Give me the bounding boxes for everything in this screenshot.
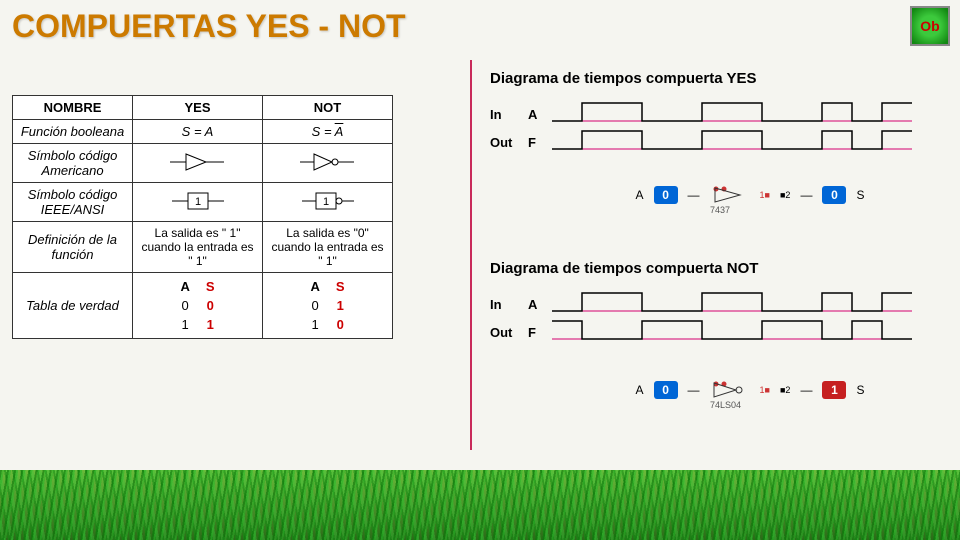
f-label-2: F bbox=[528, 325, 552, 340]
row-symieee-label: Símbolo código IEEE/ANSI bbox=[13, 183, 133, 222]
cell-symus-not bbox=[263, 144, 393, 183]
cell-symieee-yes: 1 bbox=[133, 183, 263, 222]
svg-text:1: 1 bbox=[194, 196, 200, 208]
sim-not-out: 1 bbox=[822, 381, 846, 399]
not-us-icon bbox=[298, 150, 358, 174]
sim-not-in: 0 bbox=[654, 381, 678, 399]
ob-badge: Ob bbox=[910, 6, 950, 46]
row-def-label: Definición de la función bbox=[13, 222, 133, 273]
gates-table: NOMBRE YES NOT Función booleana S = A S … bbox=[12, 95, 393, 339]
out-label-2: Out bbox=[490, 325, 528, 340]
diag-not-title: Diagrama de tiempos compuerta NOT bbox=[490, 260, 758, 277]
row-symus-label: Símbolo código Americano bbox=[13, 144, 133, 183]
buffer-us-icon bbox=[168, 150, 228, 174]
f-label: F bbox=[528, 135, 552, 150]
cell-truth-yes: AS 00 11 bbox=[133, 273, 263, 339]
not-ieee-icon: 1 bbox=[298, 189, 358, 213]
in-label-2: In bbox=[490, 297, 528, 312]
timing-yes-out-wave bbox=[552, 127, 912, 153]
th-not: NOT bbox=[263, 96, 393, 120]
th-yes: YES bbox=[133, 96, 263, 120]
a-label: A bbox=[528, 107, 552, 122]
sim-a-label-2: A bbox=[636, 383, 644, 397]
chip-yes: 7437 bbox=[710, 205, 730, 215]
sim-yes: A 0 — 1■■2 — 0 S bbox=[600, 175, 900, 215]
th-nombre: NOMBRE bbox=[13, 96, 133, 120]
cell-truth-not: AS 01 10 bbox=[263, 273, 393, 339]
timing-yes: In A Out F bbox=[490, 100, 930, 156]
buffer-ieee-icon: 1 bbox=[168, 189, 228, 213]
sim-yes-gate-icon bbox=[710, 183, 750, 207]
vertical-divider bbox=[470, 60, 472, 450]
in-label: In bbox=[490, 107, 528, 122]
cell-symus-yes bbox=[133, 144, 263, 183]
diag-yes-title: Diagrama de tiempos compuerta YES bbox=[490, 70, 756, 87]
truth-table-not: AS 01 10 bbox=[302, 277, 352, 334]
cell-func-yes: S = A bbox=[133, 120, 263, 144]
truth-table-yes: AS 00 11 bbox=[172, 277, 222, 334]
cell-def-yes: La salida es " 1" cuando la entrada es "… bbox=[133, 222, 263, 273]
sim-not-gate-icon bbox=[710, 378, 750, 402]
row-truth-label: Tabla de verdad bbox=[13, 273, 133, 339]
grass-decoration bbox=[0, 470, 960, 540]
cell-func-not: S = A bbox=[263, 120, 393, 144]
timing-not-in-wave bbox=[552, 289, 912, 315]
timing-yes-in-wave bbox=[552, 99, 912, 125]
cell-def-not: La salida es "0" cuando la entrada es " … bbox=[263, 222, 393, 273]
timing-not-out-wave bbox=[552, 317, 912, 343]
sim-yes-in: 0 bbox=[654, 186, 678, 204]
sim-s-label-2: S bbox=[856, 383, 864, 397]
chip-not: 74LS04 bbox=[710, 400, 741, 410]
row-func-label: Función booleana bbox=[13, 120, 133, 144]
sim-s-label: S bbox=[856, 188, 864, 202]
out-label: Out bbox=[490, 135, 528, 150]
slide-title: COMPUERTAS YES - NOT bbox=[12, 8, 406, 45]
sim-yes-out: 0 bbox=[822, 186, 846, 204]
cell-symieee-not: 1 bbox=[263, 183, 393, 222]
timing-not: In A Out F bbox=[490, 290, 930, 346]
a-label-2: A bbox=[528, 297, 552, 312]
sim-a-label: A bbox=[636, 188, 644, 202]
svg-text:1: 1 bbox=[322, 196, 328, 208]
sim-not: A 0 — 1■■2 — 1 S bbox=[600, 370, 900, 410]
